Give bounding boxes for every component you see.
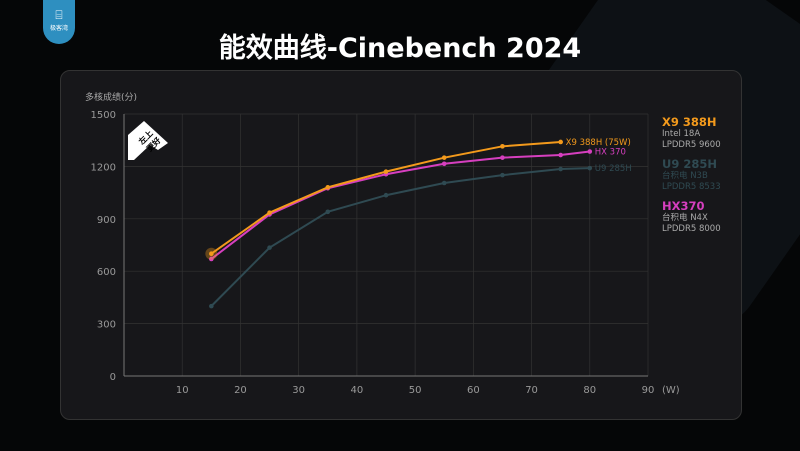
- x-tick-label: 10: [176, 385, 189, 396]
- data-point: [325, 185, 331, 190]
- series-line-U9-285H: [210, 167, 590, 307]
- legend-name: HX370: [662, 199, 705, 213]
- x-tick-label: 30: [292, 385, 305, 396]
- glow-point: [205, 247, 218, 260]
- series-end-label: X9 388H (75W): [566, 138, 631, 148]
- y-tick-label: 1200: [91, 162, 116, 173]
- data-point: [441, 155, 447, 160]
- data-point: [500, 144, 505, 149]
- legend-item: U9 285H 台积电 N3B LPDDR5 8533: [662, 157, 721, 193]
- x-tick-label: 60: [467, 385, 480, 396]
- chart-panel: [60, 70, 742, 420]
- data-point: [558, 152, 563, 158]
- series-end-label: HX 370: [595, 148, 626, 158]
- legend-name: U9 285H: [662, 157, 717, 171]
- data-point: [558, 139, 563, 145]
- data-point: [587, 149, 593, 154]
- legend-detail: LPDDR5 9600: [662, 140, 721, 150]
- x-tick-label: 50: [409, 385, 422, 396]
- legend-item: HX370 台积电 N4X LPDDR5 8000: [662, 199, 721, 235]
- data-point: [500, 172, 505, 178]
- legend-detail: LPDDR5 8533: [662, 182, 721, 192]
- data-point: [209, 256, 214, 262]
- data-point: [209, 303, 214, 309]
- x-tick-label: 70: [525, 385, 538, 396]
- data-point: [587, 165, 593, 171]
- legend-detail: 台积电 N4X: [662, 213, 708, 223]
- data-point: [267, 210, 272, 215]
- legend-detail: 台积电 N3B: [662, 171, 708, 181]
- x-tick-label: 20: [234, 385, 247, 396]
- legend-item: X9 388H Intel 18A LPDDR5 9600: [662, 115, 721, 151]
- data-point: [325, 209, 331, 215]
- x-axis-unit: (W): [662, 385, 680, 396]
- x-tick-label: 80: [583, 385, 596, 396]
- y-tick-label: 300: [97, 320, 116, 331]
- data-point: [383, 169, 389, 174]
- legend-detail: LPDDR5 8000: [662, 224, 721, 234]
- data-point: [558, 166, 563, 172]
- data-point: [267, 245, 272, 250]
- y-tick-label: 600: [97, 267, 116, 278]
- y-tick-label: 900: [97, 215, 116, 226]
- legend-name: X9 388H: [662, 115, 717, 129]
- y-axis-label: 多核成绩(分): [85, 91, 137, 103]
- data-point: [500, 155, 505, 160]
- x-tick-label: 40: [351, 385, 364, 396]
- x-tick-label: 90: [642, 385, 655, 396]
- data-point: [383, 192, 389, 198]
- arrow-badge: [128, 121, 168, 160]
- page-title: 能效曲线-Cinebench 2024: [218, 33, 582, 64]
- camera-icon: ⌸: [55, 8, 63, 22]
- y-tick-label: 0: [110, 372, 116, 383]
- logo: ⌸ 极客湾: [43, 0, 75, 44]
- y-tick-label: 1500: [91, 110, 116, 121]
- series-line-HX370: [210, 150, 590, 260]
- series-end-label: U9 285H: [595, 164, 632, 174]
- data-point: [441, 180, 447, 186]
- legend-detail: Intel 18A: [662, 129, 701, 139]
- data-point: [209, 251, 214, 257]
- series-line-X9-388H: [210, 140, 561, 255]
- data-point: [441, 161, 447, 167]
